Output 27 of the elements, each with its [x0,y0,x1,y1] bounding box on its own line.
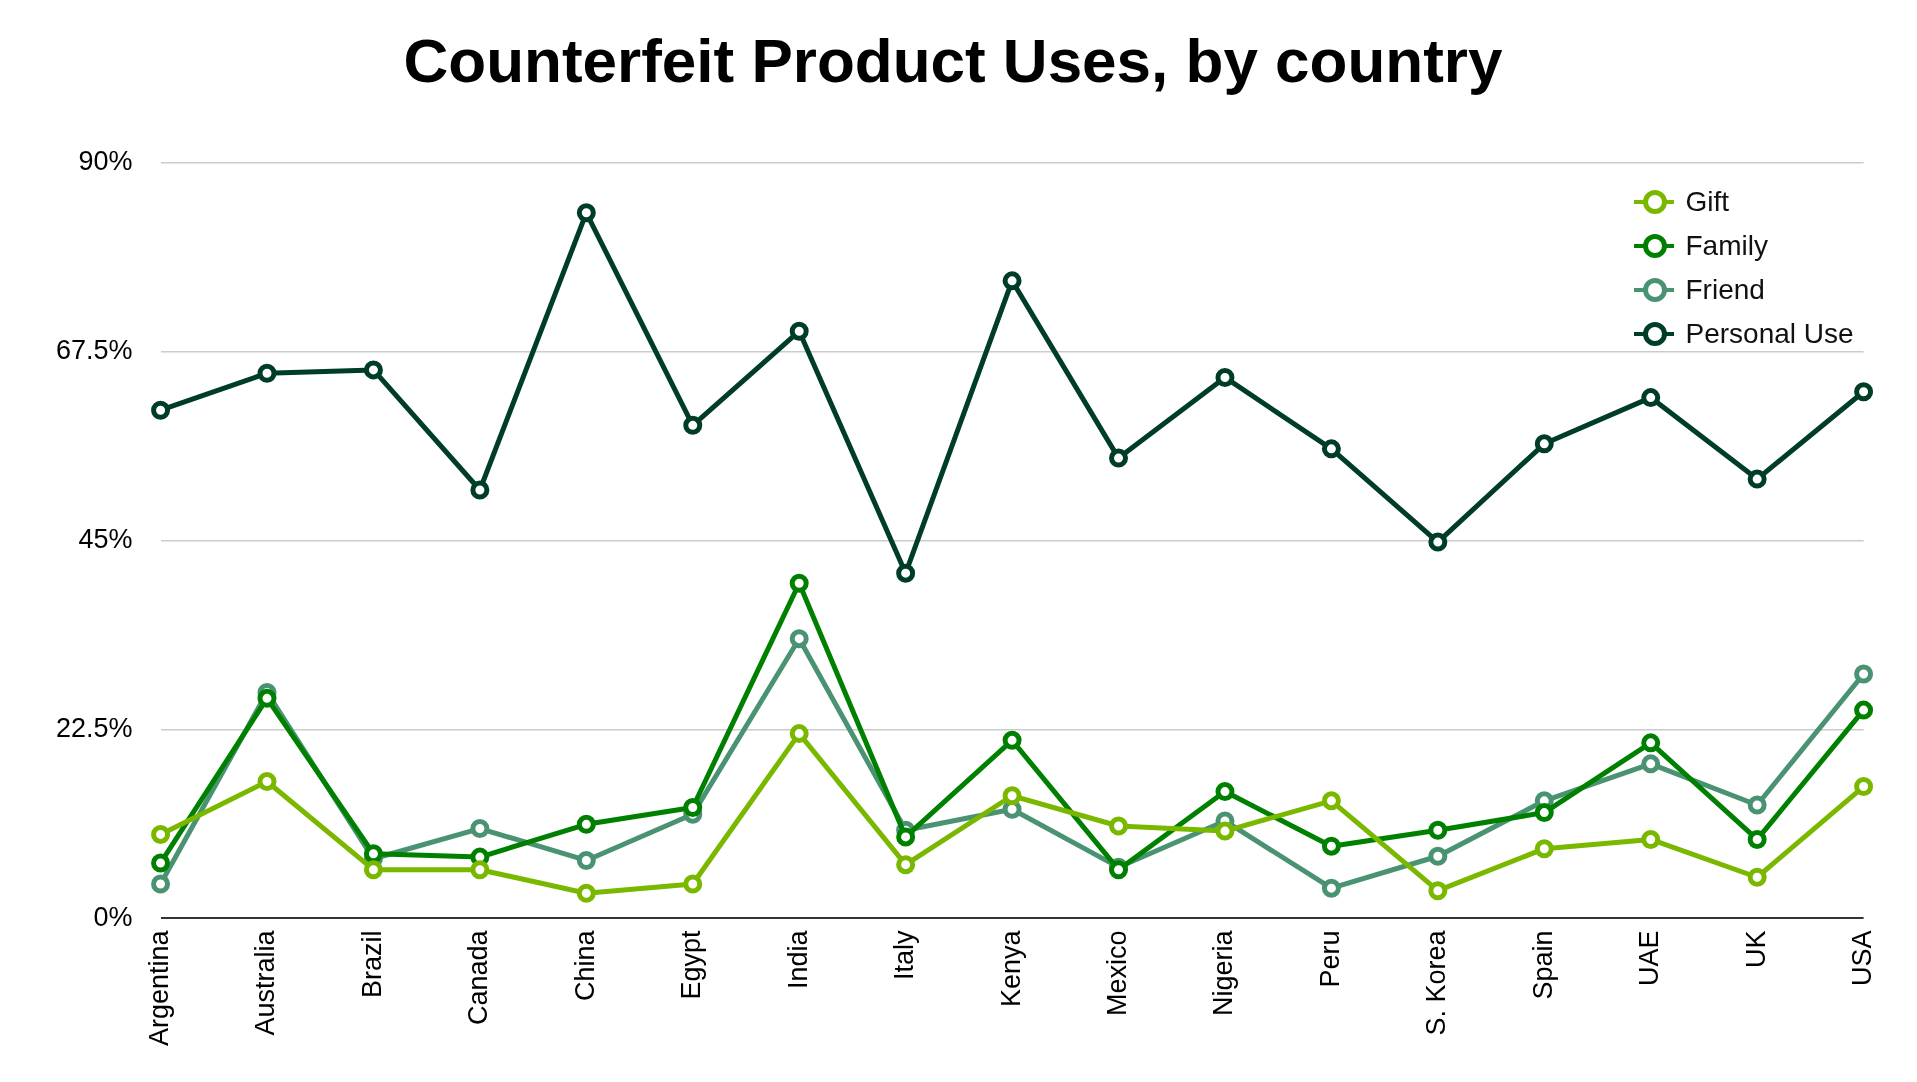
x-tick-label: Peru [1314,930,1345,988]
x-tick-label: USA [1847,930,1878,986]
y-tick-label: 90% [78,145,133,176]
x-tick-label: Brazil [356,930,387,998]
x-tick-label: Australia [250,929,281,1036]
x-tick-label: China [569,929,600,1001]
legend-label: Family [1685,230,1768,263]
y-tick-label: 45% [78,523,133,554]
legend-label: Gift [1685,186,1730,219]
x-tick-label: Nigeria [1208,929,1239,1016]
chart-title: Counterfeit Product Uses, by country [403,26,1503,96]
x-tick-label: UK [1740,930,1771,968]
y-tick-label: 0% [93,901,133,932]
y-tick-label: 67.5% [55,334,133,365]
x-tick-label: Mexico [1101,930,1132,1016]
x-tick-label: Argentina [144,929,175,1047]
x-tick-label: Canada [463,929,494,1026]
x-tick-label: Egypt [676,929,707,1000]
legend-label: Friend [1685,274,1765,307]
x-tick-label: Italy [889,929,920,980]
x-tick-label: Kenya [995,929,1026,1007]
x-tick-label: India [782,929,813,989]
y-tick-label: 22.5% [55,712,133,743]
legend-label: Personal Use [1685,318,1854,351]
x-tick-label: S. Korea [1421,929,1452,1036]
x-tick-label: UAE [1634,930,1665,986]
x-tick-label: Spain [1527,930,1558,1000]
